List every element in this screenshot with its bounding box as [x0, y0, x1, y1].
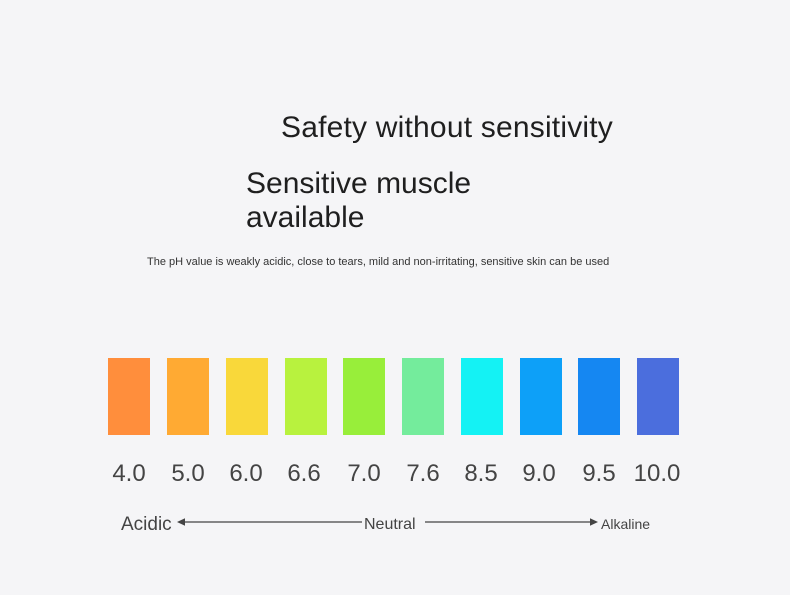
right-arrow-icon	[425, 518, 598, 526]
ph-value-label: 4.0	[112, 460, 146, 487]
ph-value-label: 9.0	[522, 460, 556, 487]
ph-value-label: 7.0	[347, 460, 381, 487]
ph-swatch	[461, 358, 503, 435]
headline: Safety without sensitivity	[281, 111, 614, 144]
ph-swatch	[520, 358, 562, 435]
acidic-label: Acidic	[121, 514, 172, 535]
ph-swatch	[637, 358, 679, 435]
ph-value-label: 9.5	[582, 460, 616, 487]
ph-value-label: 7.6	[406, 460, 440, 487]
description-text: The pH value is weakly acidic, close to …	[147, 256, 610, 268]
ph-swatch	[343, 358, 385, 435]
neutral-label: Neutral	[364, 516, 416, 533]
ph-swatch	[226, 358, 268, 435]
left-arrow-icon	[177, 518, 362, 526]
ph-swatch	[167, 358, 209, 435]
subheadline: Sensitive muscle available	[246, 167, 472, 234]
alkaline-label: Alkaline	[601, 516, 651, 532]
ph-value-label: 8.5	[464, 460, 498, 487]
ph-swatch	[285, 358, 327, 435]
ph-value-label: 5.0	[171, 460, 205, 487]
ph-value-label: 10.0	[633, 460, 681, 487]
ph-swatch	[578, 358, 620, 435]
ph-swatch	[108, 358, 150, 435]
ph-value-label: 6.6	[287, 460, 321, 487]
ph-value-label: 6.0	[229, 460, 263, 487]
ph-swatch	[402, 358, 444, 435]
